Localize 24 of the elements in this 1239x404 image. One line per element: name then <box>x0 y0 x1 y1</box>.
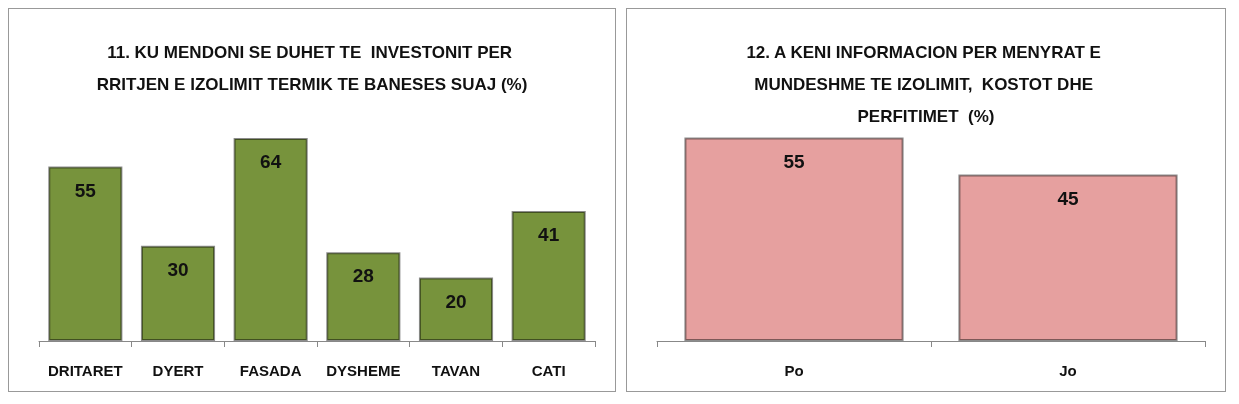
chart-title: 12. A KENI INFORMACION PER MENYRAT E MUNDESHME TE IZOLIMIT, KOSTOT DHE PERFITIMET (%) <box>746 42 1106 126</box>
bar <box>233 138 308 341</box>
x-tick-label: DYERT <box>152 362 204 379</box>
x-tick-label: Po <box>784 362 804 379</box>
data-label: 28 <box>352 265 374 287</box>
data-label: 55 <box>74 179 97 201</box>
data-label: 30 <box>167 258 189 280</box>
data-label: 64 <box>260 151 282 173</box>
bar <box>326 252 401 341</box>
data-label: 20 <box>445 290 467 312</box>
x-tick-label: Jo <box>1059 362 1077 379</box>
data-label: 45 <box>1057 187 1079 209</box>
x-tick-label: CATI <box>531 362 566 379</box>
bar <box>418 277 494 341</box>
x-tick-label: DYSHEME <box>326 362 401 379</box>
x-tick-label: FASADA <box>239 362 302 379</box>
data-label: 55 <box>783 150 805 172</box>
data-label: 41 <box>538 223 560 245</box>
x-tick-label: TAVAN <box>431 362 481 379</box>
x-tick-label: DRITARET <box>47 362 123 379</box>
bar <box>511 210 586 341</box>
chart-title: 11. KU MENDONI SE DUHET TE INVESTONIT PER RRITJEN E IZOLIMIT TERMIK TE BANESES SUAJ (%) <box>96 42 528 94</box>
bar <box>48 166 123 341</box>
bar <box>140 245 216 341</box>
